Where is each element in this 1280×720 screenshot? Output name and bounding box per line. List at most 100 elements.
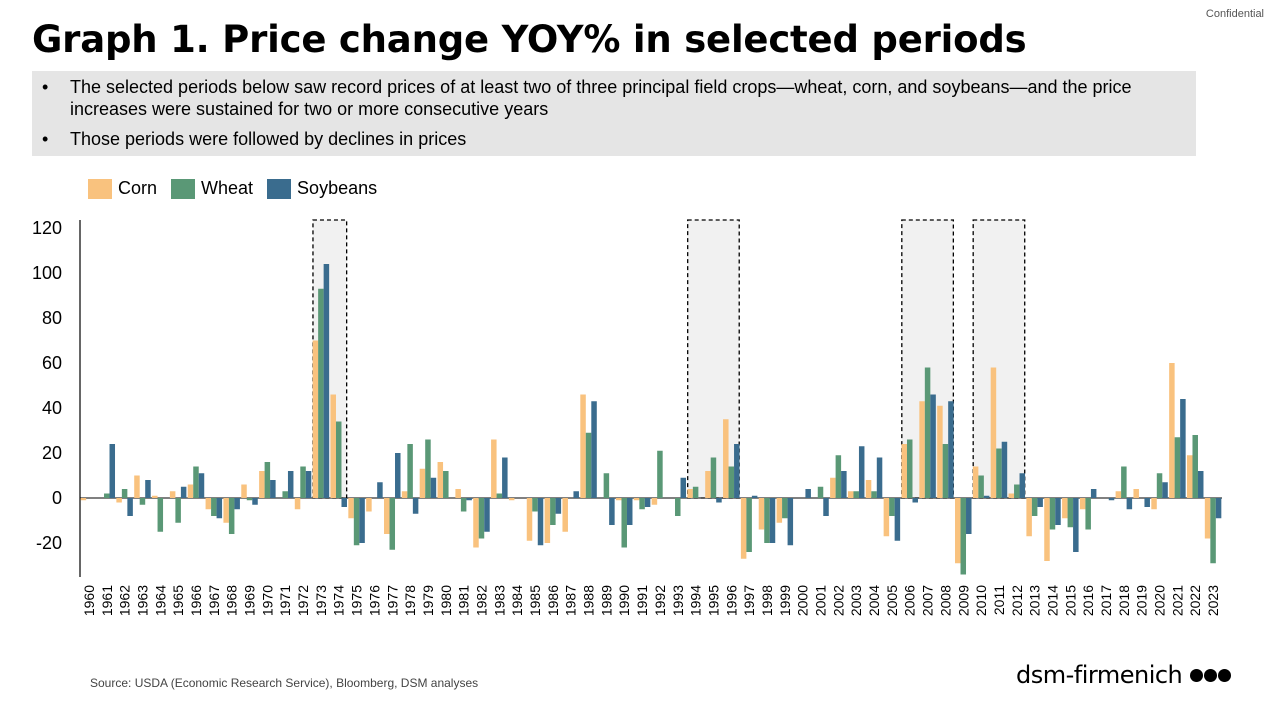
x-tick-label: 2006 xyxy=(902,585,918,616)
bar-corn-1980 xyxy=(437,462,444,498)
x-tick-label: 2020 xyxy=(1152,585,1168,616)
bar-corn-1981 xyxy=(455,489,461,498)
bar-corn-2007 xyxy=(919,401,925,498)
bar-soybeans-1961 xyxy=(109,444,116,498)
bar-corn-1964 xyxy=(152,495,158,498)
x-tick-label: 1974 xyxy=(331,585,347,616)
source-note: Source: USDA (Economic Research Service)… xyxy=(90,676,479,690)
legend-item-wheat: Wheat xyxy=(171,178,253,199)
y-tick-label: 100 xyxy=(32,263,62,283)
bar-corn-1972 xyxy=(294,498,301,510)
legend-swatch-soybeans xyxy=(267,178,292,199)
bar-corn-2016 xyxy=(1079,498,1086,510)
y-tick-label: 120 xyxy=(32,218,62,238)
bar-corn-1960 xyxy=(80,498,87,501)
x-tick-label: 2022 xyxy=(1187,585,1203,616)
bar-wheat-1993 xyxy=(675,498,681,516)
bar-wheat-1980 xyxy=(443,471,449,498)
bar-wheat-2013 xyxy=(1031,498,1038,516)
x-tick-label: 1999 xyxy=(777,585,793,616)
bar-soybeans-2001 xyxy=(823,498,829,516)
bar-corn-2005 xyxy=(883,498,890,537)
x-tick-label: 2015 xyxy=(1062,585,1078,616)
bar-wheat-1965 xyxy=(175,498,181,523)
bar-corn-1965 xyxy=(169,491,176,498)
bar-wheat-2012 xyxy=(1014,484,1020,498)
x-tick-label: 2000 xyxy=(795,585,811,616)
bar-soybeans-1968 xyxy=(234,498,240,510)
bar-soybeans-1981 xyxy=(466,498,472,501)
x-tick-label: 1980 xyxy=(438,585,454,616)
x-tick-label: 1988 xyxy=(581,585,597,616)
bar-wheat-1979 xyxy=(425,439,431,498)
x-tick-label: 1985 xyxy=(527,585,543,616)
bar-wheat-1992 xyxy=(657,450,663,498)
bar-corn-2023 xyxy=(1204,498,1211,539)
x-tick-label: 1968 xyxy=(224,585,240,616)
x-tick-label: 1992 xyxy=(652,585,668,616)
bar-soybeans-2012 xyxy=(1019,473,1026,498)
x-tick-label: 1964 xyxy=(152,585,168,616)
x-tick-label: 1979 xyxy=(420,585,436,616)
x-tick-label: 2003 xyxy=(848,585,864,616)
y-tick-label: 80 xyxy=(42,308,62,328)
x-tick-label: 1969 xyxy=(242,585,258,616)
bar-corn-2009 xyxy=(955,498,961,564)
bar-wheat-2001 xyxy=(817,486,824,498)
x-tick-label: 1972 xyxy=(295,585,311,616)
bar-soybeans-2009 xyxy=(966,498,972,534)
bar-wheat-2005 xyxy=(889,498,895,516)
x-tick-label: 2002 xyxy=(830,585,846,616)
bar-soybeans-2022 xyxy=(1197,471,1204,498)
x-tick-label: 2011 xyxy=(991,585,1007,615)
bar-soybeans-2011 xyxy=(1001,441,1008,498)
x-tick-label: 1977 xyxy=(384,585,400,616)
bar-corn-1974 xyxy=(330,394,336,498)
x-tick-label: 1973 xyxy=(313,585,329,616)
y-tick-label: 0 xyxy=(52,488,62,508)
bar-corn-1983 xyxy=(491,439,497,498)
bar-wheat-2010 xyxy=(978,475,984,498)
bar-soybeans-1975 xyxy=(359,498,365,543)
bar-soybeans-1982 xyxy=(484,498,490,532)
bar-wheat-1981 xyxy=(460,498,467,512)
bar-wheat-1974 xyxy=(335,421,342,498)
x-tick-label: 2008 xyxy=(937,585,953,616)
bar-soybeans-2019 xyxy=(1144,498,1150,507)
bar-soybeans-1977 xyxy=(395,453,401,498)
summary-bullet: The selected periods below saw record pr… xyxy=(42,76,1180,120)
bar-soybeans-2023 xyxy=(1215,498,1222,519)
bar-soybeans-1989 xyxy=(609,498,615,525)
x-tick-label: 2016 xyxy=(1080,585,1096,616)
bar-corn-1963 xyxy=(134,475,140,498)
bar-corn-2006 xyxy=(901,444,907,498)
x-tick-label: 1966 xyxy=(188,585,204,616)
bar-soybeans-2006 xyxy=(912,498,918,503)
x-tick-label: 1982 xyxy=(473,585,489,616)
bar-soybeans-2018 xyxy=(1126,498,1133,510)
bar-soybeans-2017 xyxy=(1108,498,1115,501)
y-tick-label: -20 xyxy=(36,533,62,553)
x-tick-label: 1978 xyxy=(402,585,418,616)
bar-soybeans-1972 xyxy=(305,471,312,498)
bar-soybeans-1995 xyxy=(716,498,722,503)
bar-wheat-2023 xyxy=(1210,498,1216,564)
bar-corn-2021 xyxy=(1169,363,1175,498)
bar-wheat-1963 xyxy=(139,498,146,505)
bar-corn-2010 xyxy=(972,466,979,498)
x-tick-label: 2019 xyxy=(1134,585,1150,616)
bar-wheat-1969 xyxy=(246,498,253,501)
bar-soybeans-1997 xyxy=(751,495,758,498)
bar-corn-1984 xyxy=(508,498,515,501)
x-tick-label: 2014 xyxy=(1044,585,1060,616)
bar-soybeans-2007 xyxy=(930,394,936,498)
bar-wheat-1990 xyxy=(621,498,627,548)
x-tick-label: 2017 xyxy=(1098,585,1114,616)
x-tick-label: 1993 xyxy=(670,585,686,616)
x-tick-label: 1994 xyxy=(688,585,704,616)
bar-corn-1979 xyxy=(419,468,426,498)
x-tick-label: 2023 xyxy=(1205,585,1221,616)
bar-soybeans-1976 xyxy=(377,482,383,498)
bar-soybeans-2010 xyxy=(983,495,990,498)
x-tick-label: 2005 xyxy=(884,585,900,616)
